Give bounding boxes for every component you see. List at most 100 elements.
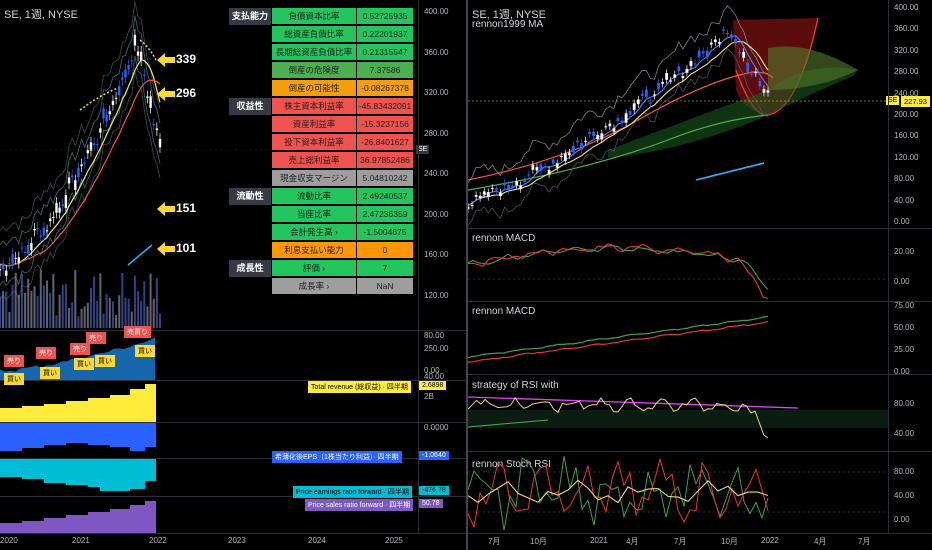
- arrow-label: 296: [176, 86, 197, 100]
- pe-pane[interactable]: [0, 459, 418, 496]
- left-price-axis[interactable]: 400.00 360.00 320.00 280.00 240.00 200.00 160.…: [418, 0, 466, 381]
- stoch-d: [468, 457, 769, 529]
- volume-bar: [49, 292, 52, 328]
- signal-pane[interactable]: [0, 331, 418, 380]
- candle-body: [143, 74, 146, 76]
- fin-table-row: 売上総利益率 36.97852486: [229, 152, 413, 169]
- fin-table-value: -26.8401627: [357, 134, 413, 150]
- cyan-trend-line: [695, 162, 765, 181]
- right-time-axis[interactable]: 7月 10月 2021 4月 7月 10月 2022 4月 7月: [468, 533, 888, 550]
- candle-body: [547, 169, 551, 175]
- candle-body: [685, 68, 689, 73]
- left-time-axis[interactable]: 2020 2021 2022 2023 2024 2025: [0, 533, 418, 550]
- macd2-pane[interactable]: [468, 302, 888, 374]
- candle-body: [74, 180, 77, 190]
- candle-body: [152, 124, 155, 126]
- candle-body: [102, 108, 105, 119]
- cyan-trend-line: [127, 244, 153, 266]
- time-axis-tick: 4月: [814, 537, 827, 546]
- rsi-line: [468, 396, 769, 439]
- volume-bar: [33, 286, 36, 328]
- candle-body: [67, 177, 71, 184]
- candle-body: [535, 167, 539, 171]
- price-axis-tick: 120.00: [424, 290, 449, 300]
- candle-body: [48, 218, 52, 222]
- volume-bar: [77, 316, 80, 328]
- volume-bar: [140, 300, 143, 328]
- fin-table-value: 0.21315547: [357, 44, 413, 60]
- candle-body: [482, 191, 486, 195]
- candle-body: [726, 33, 729, 35]
- candle-body: [681, 76, 685, 79]
- fin-table-metric: 当座比率: [272, 206, 356, 222]
- rsi-band: [468, 410, 888, 428]
- fin-table-category: 流動性: [229, 188, 271, 205]
- macd2-line: [468, 320, 769, 363]
- candle-body: [468, 206, 470, 210]
- osc-axis-tick: 40.00: [894, 491, 915, 500]
- fin-table-value: 2.49240537: [357, 188, 413, 204]
- revenue-value: 2.6898: [419, 381, 447, 390]
- fin-table-category: 収益性: [229, 98, 271, 115]
- fin-table-row: 現金収支マージン 5.04810242: [229, 170, 413, 187]
- right-price-chart[interactable]: [468, 0, 888, 228]
- candle-body: [693, 63, 697, 65]
- fin-table-row: 利息支払い能力 0: [229, 242, 413, 259]
- candle-body: [669, 80, 673, 82]
- fin-table-value: 0: [357, 242, 413, 258]
- fin-table-value: -1.5004675: [357, 224, 413, 240]
- volume-bar: [102, 313, 105, 328]
- candle-body: [124, 69, 127, 78]
- fin-table-metric: 倒産の可能性: [272, 80, 356, 96]
- candle-body: [689, 61, 693, 67]
- volume-bar: [24, 293, 27, 328]
- fin-table-row: 当座比率 2.47236359: [229, 206, 413, 223]
- candle-body: [657, 82, 660, 89]
- candle-body: [58, 207, 61, 213]
- candle-body: [750, 73, 754, 75]
- candle-body: [551, 159, 555, 164]
- candle-body: [612, 128, 616, 132]
- time-axis-tick: 2025: [385, 536, 403, 545]
- left-chart[interactable]: SE, 1週, NYSE 339 296 151 101 400.00 360.00 32…: [0, 0, 466, 550]
- eps-value: -1.0640: [419, 451, 449, 460]
- volume-bar: [58, 294, 61, 328]
- left-price-chart[interactable]: [0, 0, 466, 330]
- fin-table-category: 支払能力: [229, 8, 271, 25]
- price-axis-tick: 40.00: [424, 371, 445, 381]
- fin-table-metric: 現金収支マージン: [272, 170, 356, 186]
- volume-bar: [5, 291, 8, 328]
- volume-bar: [2, 291, 5, 328]
- candle-body: [474, 194, 478, 197]
- candle-body: [77, 167, 80, 177]
- stoch-pane[interactable]: [468, 452, 888, 533]
- green-cloud: [608, 67, 858, 158]
- fin-table-value: NaN: [357, 278, 413, 294]
- ps-pane[interactable]: [0, 497, 418, 533]
- candle-body: [734, 39, 737, 44]
- candle-body: [730, 34, 733, 39]
- fin-table-value: 7: [357, 260, 413, 276]
- right-chart[interactable]: SE, 1週, NYSE rennon1999 MA 400.00 360.00 3…: [468, 0, 932, 550]
- candle-body: [146, 96, 149, 98]
- osc-axis-tick: 80.00: [894, 467, 915, 476]
- price-tag-value: 227.93: [901, 96, 930, 107]
- eps-pane[interactable]: [0, 423, 418, 458]
- candle-body: [665, 73, 669, 80]
- candle-body: [661, 82, 664, 84]
- rsi-pane[interactable]: [468, 375, 888, 451]
- rsi-title: strategy of RSI with: [472, 380, 559, 391]
- revenue-pane[interactable]: [0, 381, 418, 422]
- volume-bar: [86, 302, 89, 328]
- volume-bar: [17, 295, 20, 328]
- fin-table-value: 36.97852486: [357, 152, 413, 168]
- candle-body: [42, 227, 46, 236]
- price-axis-tick: 200.00: [424, 209, 449, 219]
- volume-bar: [133, 275, 136, 328]
- candle-body: [105, 114, 108, 122]
- right-price-axis[interactable]: 400.00 360.00 320.00 280.00 240.00 200.00 160.…: [888, 0, 932, 228]
- red-ma: [0, 79, 161, 267]
- candle-body: [61, 204, 64, 207]
- macd1-pane[interactable]: [468, 229, 888, 301]
- volume-bar: [152, 298, 155, 328]
